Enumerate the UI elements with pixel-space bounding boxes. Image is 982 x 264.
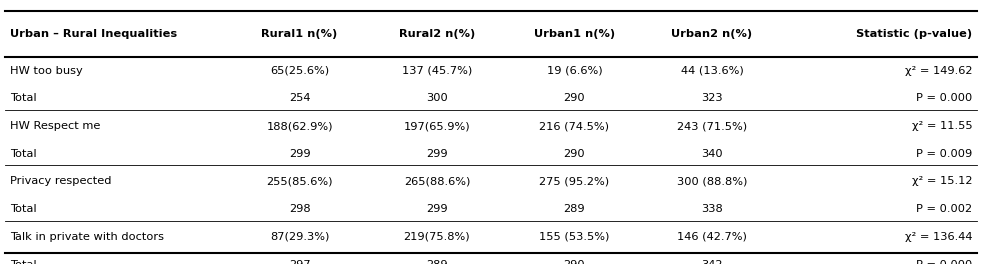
Text: χ² = 136.44: χ² = 136.44 <box>904 232 972 242</box>
Text: Talk in private with doctors: Talk in private with doctors <box>10 232 164 242</box>
Text: Privacy respected: Privacy respected <box>10 177 111 186</box>
Text: χ² = 11.55: χ² = 11.55 <box>911 121 972 131</box>
Text: P = 0.000: P = 0.000 <box>916 260 972 264</box>
Text: 297: 297 <box>289 260 310 264</box>
Text: P = 0.009: P = 0.009 <box>916 149 972 159</box>
Text: Total: Total <box>10 260 36 264</box>
Text: 44 (13.6%): 44 (13.6%) <box>681 66 743 76</box>
Text: Urban2 n(%): Urban2 n(%) <box>672 29 752 39</box>
Text: 255(85.6%): 255(85.6%) <box>266 177 333 186</box>
Text: 300 (88.8%): 300 (88.8%) <box>677 177 747 186</box>
Text: 289: 289 <box>564 204 585 214</box>
Text: 298: 298 <box>289 204 310 214</box>
Text: 300: 300 <box>426 93 448 103</box>
Text: 188(62.9%): 188(62.9%) <box>266 121 333 131</box>
Text: Urban – Rural Inequalities: Urban – Rural Inequalities <box>10 29 177 39</box>
Text: χ² = 15.12: χ² = 15.12 <box>911 177 972 186</box>
Text: χ² = 149.62: χ² = 149.62 <box>904 66 972 76</box>
Text: 155 (53.5%): 155 (53.5%) <box>539 232 610 242</box>
Text: 340: 340 <box>701 149 723 159</box>
Text: 275 (95.2%): 275 (95.2%) <box>539 177 610 186</box>
Text: 299: 299 <box>426 204 448 214</box>
Text: 289: 289 <box>426 260 448 264</box>
Text: 299: 299 <box>426 149 448 159</box>
Text: Total: Total <box>10 149 36 159</box>
Text: 137 (45.7%): 137 (45.7%) <box>402 66 472 76</box>
Text: Statistic (p-value): Statistic (p-value) <box>856 29 972 39</box>
Text: 299: 299 <box>289 149 310 159</box>
Text: 265(88.6%): 265(88.6%) <box>404 177 470 186</box>
Text: HW Respect me: HW Respect me <box>10 121 100 131</box>
Text: 197(65.9%): 197(65.9%) <box>404 121 470 131</box>
Text: Rural2 n(%): Rural2 n(%) <box>399 29 475 39</box>
Text: Rural1 n(%): Rural1 n(%) <box>261 29 338 39</box>
Text: 290: 290 <box>564 93 585 103</box>
Text: 254: 254 <box>289 93 310 103</box>
Text: 342: 342 <box>701 260 723 264</box>
Text: 65(25.6%): 65(25.6%) <box>270 66 329 76</box>
Text: 19 (6.6%): 19 (6.6%) <box>547 66 602 76</box>
Text: 290: 290 <box>564 149 585 159</box>
Text: Total: Total <box>10 204 36 214</box>
Text: P = 0.000: P = 0.000 <box>916 93 972 103</box>
Text: 323: 323 <box>701 93 723 103</box>
Text: 290: 290 <box>564 260 585 264</box>
Text: 338: 338 <box>701 204 723 214</box>
Text: 87(29.3%): 87(29.3%) <box>270 232 329 242</box>
Text: 216 (74.5%): 216 (74.5%) <box>539 121 610 131</box>
Text: 146 (42.7%): 146 (42.7%) <box>677 232 747 242</box>
Text: P = 0.002: P = 0.002 <box>916 204 972 214</box>
Text: Urban1 n(%): Urban1 n(%) <box>534 29 615 39</box>
Text: 243 (71.5%): 243 (71.5%) <box>677 121 747 131</box>
Text: HW too busy: HW too busy <box>10 66 82 76</box>
Text: Total: Total <box>10 93 36 103</box>
Text: 219(75.8%): 219(75.8%) <box>404 232 470 242</box>
